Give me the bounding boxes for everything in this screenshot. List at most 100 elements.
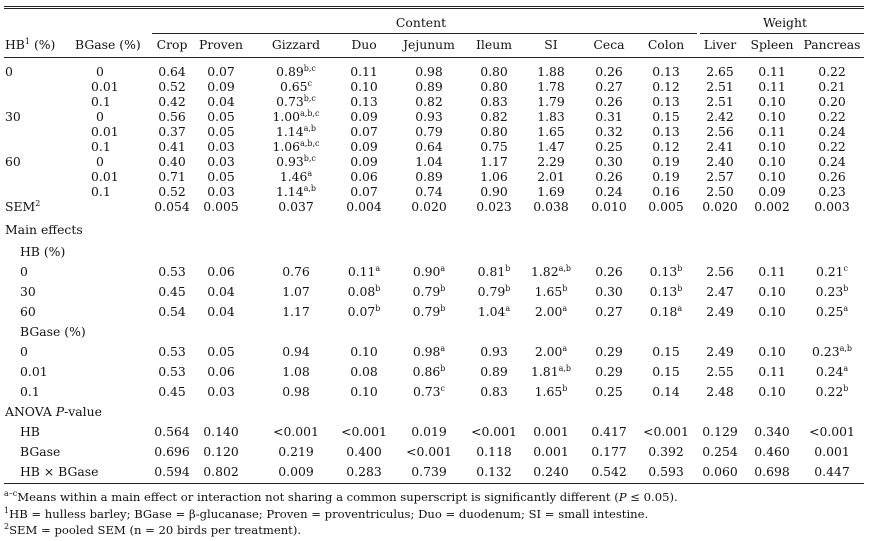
cell-value: 0.23 — [815, 284, 844, 299]
table-cell: 0.802 — [203, 465, 238, 479]
cell-value: 0.81 — [477, 264, 506, 279]
table-cell: 0.93 — [480, 345, 508, 359]
table-cell: 2.49 — [706, 345, 734, 359]
footnote-after: ≤ 0.05). — [626, 490, 678, 504]
table-cell: 0.89 — [415, 80, 443, 94]
cell-value: 0.89 — [415, 79, 443, 94]
cell-value: 0.76 — [282, 264, 310, 279]
table-cell: 0.73b,c — [276, 95, 316, 109]
table-cell: 1.17 — [282, 305, 310, 319]
row-label: HB — [20, 425, 40, 439]
cell-value: 0.09 — [758, 184, 786, 199]
cell-value: 0.07 — [207, 64, 235, 79]
cell-value: 0.10 — [758, 94, 786, 109]
cell-value: 0.65 — [279, 79, 308, 94]
cell-value: 0.002 — [754, 199, 790, 214]
table-cell: 0.74 — [415, 185, 443, 199]
cell-value: 0.73 — [412, 384, 441, 399]
cell-value: 0.019 — [411, 424, 447, 439]
cell-value: 0.13 — [652, 64, 680, 79]
cell-value: 0.04 — [207, 284, 235, 299]
cell-value: 2.50 — [706, 184, 734, 199]
cell-value: 0.80 — [480, 124, 508, 139]
cell-value: 0.004 — [346, 199, 382, 214]
cell-value: 1.88 — [537, 64, 565, 79]
row-label-text: ANOVA — [5, 404, 56, 419]
cell-value: 1.06 — [480, 169, 508, 184]
cell-superscript: a,b — [303, 184, 317, 193]
table-cell: 0.80 — [480, 80, 508, 94]
table-cell: <0.001 — [809, 425, 855, 439]
table-cell: 0.40 — [158, 155, 186, 169]
cell-value: 0.447 — [814, 464, 850, 479]
table-cell: 0.698 — [754, 465, 789, 479]
table-cell: 1.78 — [537, 80, 565, 94]
table-cell: 0.09 — [350, 155, 378, 169]
table-cell: 0.038 — [533, 200, 568, 214]
cell-value: 0.80 — [480, 64, 508, 79]
cell-superscript: a — [440, 264, 446, 273]
table-cell: 0.004 — [346, 200, 381, 214]
cell-value: 0.79 — [415, 124, 443, 139]
cell-value: 0.90 — [412, 264, 441, 279]
table-cell: 0.03 — [207, 385, 235, 399]
table-cell: 0.594 — [154, 465, 189, 479]
cell-value: 1.17 — [282, 304, 310, 319]
table-cell: 0.22 — [818, 140, 846, 154]
cell-value: 0.16 — [652, 184, 680, 199]
column-header: Ceca — [593, 37, 625, 52]
table-cell: 0.16 — [652, 185, 680, 199]
table-cell: 0.89b,c — [276, 65, 316, 79]
cell-superscript: b — [440, 284, 446, 293]
cell-value: 0.054 — [154, 199, 190, 214]
table-cell: 1.14a,b — [276, 185, 316, 199]
table-cell: 0.07 — [350, 185, 378, 199]
cell-value: 0.06 — [207, 364, 235, 379]
cell-value: 0.22 — [815, 384, 844, 399]
table-cell: 0.340 — [754, 425, 789, 439]
table-cell: 0.41 — [158, 140, 186, 154]
table-cell: 0.005 — [648, 200, 683, 214]
table-cell: 0.13 — [350, 95, 378, 109]
cell-superscript: a,b,c — [300, 139, 320, 148]
table-cell: 0.06 — [350, 170, 378, 184]
cell-value: 0.83 — [480, 384, 508, 399]
cell-superscript: b — [505, 264, 511, 273]
cell-value: 0.10 — [758, 154, 786, 169]
table-cell: 0.177 — [591, 445, 626, 459]
bgase-level: 0 — [96, 64, 104, 79]
table-cell: 0.98a — [413, 345, 445, 359]
row-label-text: 60 — [5, 154, 21, 169]
cell-value: 2.48 — [706, 384, 734, 399]
cell-value: 0.89 — [480, 364, 508, 379]
cell-value: 0.53 — [158, 344, 186, 359]
table-cell: 0.08 — [350, 365, 378, 379]
cell-value: 2.57 — [706, 169, 734, 184]
cell-value: 0.25 — [595, 384, 623, 399]
row-label: BGase — [20, 445, 60, 459]
table-cell: 0.42 — [158, 95, 186, 109]
cell-value: 0.93 — [276, 154, 304, 169]
table-cell: 1.00a,b,c — [272, 110, 319, 124]
cell-value: 0.13 — [649, 264, 678, 279]
table-cell: 0.542 — [591, 465, 626, 479]
cell-value: 0.283 — [346, 464, 382, 479]
table-cell: 1.17 — [480, 155, 508, 169]
cell-value: 0.20 — [818, 94, 846, 109]
header-bgase: BGase (%) — [75, 37, 141, 52]
cell-value: 1.47 — [537, 139, 565, 154]
table-cell: 0.12 — [652, 80, 680, 94]
cell-superscript: a,b — [839, 344, 853, 353]
table-cell: 0.010 — [591, 200, 626, 214]
cell-value: 0.564 — [154, 424, 190, 439]
row-label: BGase (%) — [20, 325, 86, 339]
cell-value: 1.81 — [530, 364, 559, 379]
cell-value: 0.06 — [350, 169, 378, 184]
header-rule — [4, 57, 864, 58]
table-cell: 0.005 — [203, 200, 238, 214]
row-label-italic: P — [55, 404, 65, 419]
cell-value: <0.001 — [643, 424, 689, 439]
table-cell: 0.79b — [413, 285, 446, 299]
cell-value: 0.696 — [154, 444, 190, 459]
cell-value: 0.08 — [347, 284, 376, 299]
